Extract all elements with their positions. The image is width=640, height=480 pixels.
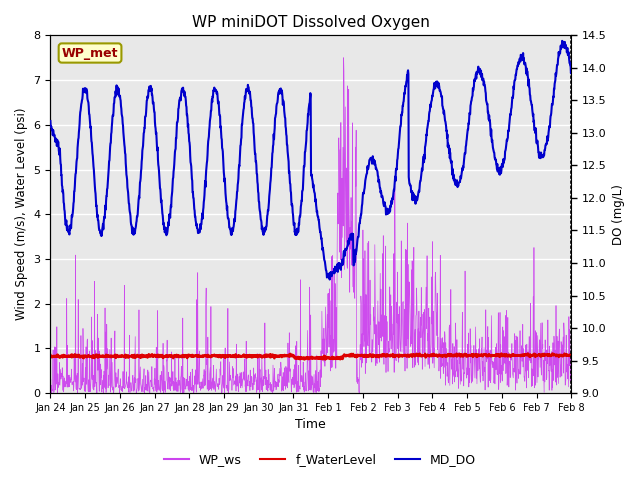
X-axis label: Time: Time	[296, 419, 326, 432]
Y-axis label: DO (mg/L): DO (mg/L)	[612, 184, 625, 245]
Legend: WP_ws, f_WaterLevel, MD_DO: WP_ws, f_WaterLevel, MD_DO	[159, 448, 481, 471]
Y-axis label: Wind Speed (m/s), Water Level (psi): Wind Speed (m/s), Water Level (psi)	[15, 108, 28, 321]
Text: WP_met: WP_met	[62, 47, 118, 60]
Title: WP miniDOT Dissolved Oxygen: WP miniDOT Dissolved Oxygen	[192, 15, 430, 30]
